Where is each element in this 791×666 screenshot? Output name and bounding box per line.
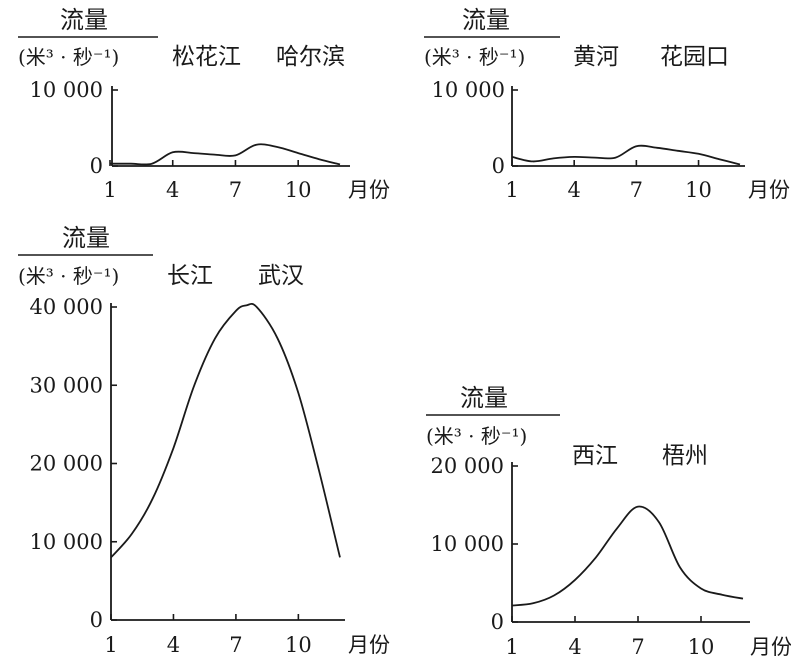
chart-panel-changjiang: 流量 (米³ · 秒⁻¹) 长江 武汉 0 10 000 20 000 30 000 40 00… [18,224,390,657]
river-name-label: 松花江 [172,44,241,70]
x-tick-label: 10 [685,178,712,202]
y-tick-label: 10 000 [431,532,504,556]
river-name-label: 西江 [572,443,618,469]
y-tick-label: 20 000 [30,452,103,476]
x-tick-label: 10 [688,635,715,659]
x-tick-label: 1 [505,635,518,659]
x-tick-label: 4 [166,178,179,202]
flow-series-line [511,505,744,607]
y-tick-label: 0 [90,154,103,178]
river-name-label: 黄河 [573,44,619,70]
x-tick-label: 7 [229,178,242,202]
y-tick-label: 10 000 [30,530,103,554]
y-tick-label: 0 [491,610,504,634]
flow-series-line [511,144,741,166]
y-axis-unit-label: (米³ · 秒⁻¹) [424,45,525,69]
x-tick-label: 4 [567,178,580,202]
station-name-label: 梧州 [662,443,708,469]
chart-title: 流量 [462,6,510,34]
x-tick-label: 1 [103,178,116,202]
river-name-label: 长江 [167,263,213,289]
x-tick-label: 7 [630,178,643,202]
y-tick-label: 0 [492,154,505,178]
chart-panel-xijiang: 流量 (米³ · 秒⁻¹) 西江 梧州 0 10 000 20 000 1 4 7 10 月份 [426,384,791,659]
y-tick-label: 10 000 [432,78,505,102]
station-name-label: 哈尔滨 [276,44,345,70]
y-tick-label: 0 [90,608,103,632]
x-axis-unit-label: 月份 [748,178,790,202]
y-axis-unit-label: (米³ · 秒⁻¹) [426,424,527,448]
y-tick-label: 30 000 [30,373,103,397]
flow-series-line [110,303,341,559]
x-tick-label: 1 [505,178,518,202]
chart-title: 流量 [460,384,508,412]
y-axis-unit-label: (米³ · 秒⁻¹) [18,264,119,288]
x-tick-label: 10 [285,178,312,202]
station-name-label: 花园口 [660,44,729,70]
x-tick-label: 1 [104,633,117,657]
station-name-label: 武汉 [258,263,304,289]
y-tick-label: 40 000 [30,295,103,319]
x-tick-label: 10 [285,633,312,657]
x-tick-label: 7 [229,633,242,657]
chart-panel-songhua: 流量 (米³ · 秒⁻¹) 松花江 哈尔滨 0 10 000 1 4 7 10 月份 [18,6,390,202]
x-axis-unit-label: 月份 [348,633,390,657]
flow-series-line [109,143,341,166]
x-tick-label: 4 [167,633,180,657]
x-tick-label: 4 [568,635,581,659]
y-axis-unit-label: (米³ · 秒⁻¹) [18,45,119,69]
chart-title: 流量 [60,6,108,34]
x-axis-unit-label: 月份 [348,178,390,202]
chart-panel-huanghe: 流量 (米³ · 秒⁻¹) 黄河 花园口 0 10 000 1 4 7 10 月份 [424,6,790,202]
x-axis-unit-label: 月份 [750,635,791,659]
y-tick-label: 10 000 [30,78,103,102]
x-tick-label: 7 [631,635,644,659]
y-tick-label: 20 000 [431,454,504,478]
chart-title: 流量 [62,224,110,252]
